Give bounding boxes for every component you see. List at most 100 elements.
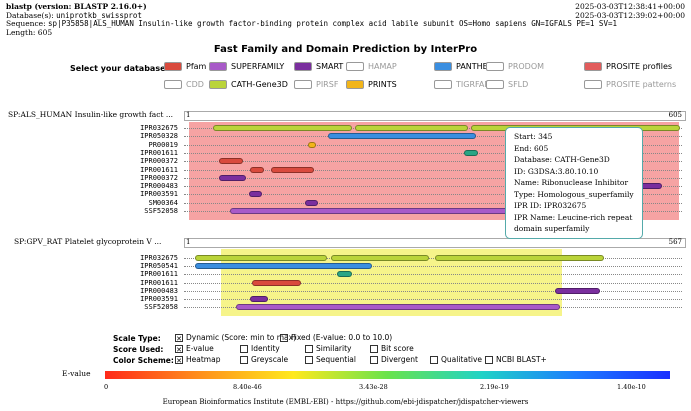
database-swatch[interactable] bbox=[584, 80, 602, 89]
database-option-panther[interactable]: PANTHER bbox=[434, 61, 493, 72]
database-swatch[interactable] bbox=[294, 80, 312, 89]
tooltip-database: Database: CATH-Gene3D bbox=[514, 155, 610, 164]
checkbox[interactable]: ✕ bbox=[175, 344, 183, 354]
domain-bar-ipr003591[interactable] bbox=[249, 191, 262, 198]
option-label: Fixed (E-value: 0.0 to 10.0) bbox=[291, 333, 393, 342]
database-option-superfamily[interactable]: SUPERFAMILY bbox=[209, 61, 284, 72]
database-option-prosite-profiles[interactable]: PROSITE profiles bbox=[584, 61, 672, 72]
checkbox[interactable]: ✕ bbox=[175, 355, 183, 365]
domain-row-track bbox=[184, 274, 682, 276]
panel2-ruler-start: 1 bbox=[186, 238, 191, 246]
tooltip-ipr-id: IPR ID: IPR032675 bbox=[514, 201, 587, 210]
database-swatch[interactable] bbox=[209, 62, 227, 71]
domain-bar-ipr050541[interactable] bbox=[195, 263, 372, 270]
domain-bar-ipr001611[interactable] bbox=[271, 166, 314, 173]
database-option-hamap[interactable]: HAMAP bbox=[346, 61, 397, 72]
database-swatch[interactable] bbox=[486, 80, 504, 89]
domain-bar-ipr032675[interactable] bbox=[213, 125, 352, 131]
color-option-divergent[interactable]: Divergent bbox=[370, 355, 418, 364]
panel2-sequence-name: SP:GPV_RAT Platelet glycoprotein V ... bbox=[14, 237, 162, 246]
checkbox[interactable] bbox=[240, 344, 248, 353]
domain-bar-ipr032675[interactable] bbox=[435, 255, 604, 261]
domain-bar-ipr032675[interactable] bbox=[331, 255, 429, 261]
database-swatch[interactable] bbox=[294, 62, 312, 71]
domain-bar-ipr001611[interactable] bbox=[250, 166, 264, 173]
database-option-prodom[interactable]: PRODOM bbox=[486, 61, 544, 72]
database-swatch[interactable] bbox=[164, 62, 182, 71]
page-title: Fast Family and Domain Prediction by Int… bbox=[213, 44, 478, 55]
score-option-e-value[interactable]: ✕ E-value bbox=[175, 344, 214, 354]
database-option-tigrfams[interactable]: TIGRFAMs bbox=[434, 79, 495, 90]
checkbox[interactable] bbox=[370, 355, 378, 364]
checkbox[interactable] bbox=[430, 355, 438, 364]
database-swatch[interactable] bbox=[584, 62, 602, 71]
database-option-cdd[interactable]: CDD bbox=[164, 79, 204, 90]
domain-row-track bbox=[184, 194, 682, 196]
database-option-pfam[interactable]: Pfam bbox=[164, 61, 206, 72]
domain-row-track bbox=[184, 258, 682, 259]
database-option-smart[interactable]: SMART bbox=[294, 61, 343, 72]
database-line: Database(s): uniprotkb_swissprot bbox=[6, 11, 142, 20]
database-swatch[interactable] bbox=[346, 80, 364, 89]
domain-row-track bbox=[184, 144, 682, 146]
domain-bar-pr00019[interactable] bbox=[308, 141, 316, 148]
domain-bar-ipr003591[interactable] bbox=[250, 296, 268, 302]
database-swatch[interactable] bbox=[434, 80, 452, 89]
domain-row-label: SM00364 bbox=[148, 198, 178, 207]
domain-bar-ipr050328[interactable] bbox=[328, 133, 476, 140]
database-swatch[interactable] bbox=[434, 62, 452, 71]
timestamp-start: 2025-03-03T12:38:41+00:00 bbox=[575, 2, 685, 11]
domain-bar-ipr000372[interactable] bbox=[219, 174, 246, 181]
option-label: Qualitative bbox=[441, 355, 483, 364]
checkbox[interactable] bbox=[305, 355, 313, 364]
scale-option-fixed-e-value-0-0-to-10-0[interactable]: Fixed (E-value: 0.0 to 10.0) bbox=[280, 333, 392, 342]
domain-row-track bbox=[184, 161, 682, 163]
database-swatch[interactable] bbox=[209, 80, 227, 89]
domain-row-track bbox=[184, 290, 682, 292]
domain-bar-sm00364[interactable] bbox=[305, 199, 318, 206]
domain-bar-ipr001611[interactable] bbox=[464, 149, 478, 156]
program-version: blastp (version: BLASTP 2.16.0+) bbox=[6, 2, 147, 11]
score-option-bit-score[interactable]: Bit score bbox=[370, 344, 414, 353]
domain-row-label: IPR000483 bbox=[140, 286, 178, 295]
database-option-prints[interactable]: PRINTS bbox=[346, 79, 397, 90]
checkbox[interactable] bbox=[305, 344, 313, 353]
domain-bar-ipr000372[interactable] bbox=[219, 158, 243, 165]
database-option-prosite-patterns[interactable]: PROSITE patterns bbox=[584, 79, 676, 90]
database-label: HAMAP bbox=[368, 62, 397, 71]
checkbox[interactable] bbox=[280, 333, 288, 342]
domain-bar-ipr001611[interactable] bbox=[252, 279, 301, 286]
tooltip-id: ID: G3DSA:3.80.10.10 bbox=[514, 166, 599, 176]
color-option-greyscale[interactable]: Greyscale bbox=[240, 355, 288, 364]
database-option-cath-gene3d[interactable]: CATH-Gene3D bbox=[209, 79, 288, 90]
footer-credit: European Bioinformatics Institute (EMBL-… bbox=[162, 398, 529, 406]
option-label: NCBI BLAST+ bbox=[496, 355, 547, 364]
domain-bar-ipr032675[interactable] bbox=[195, 255, 327, 261]
color-option-qualitative[interactable]: Qualitative bbox=[430, 355, 482, 364]
score-option-identity[interactable]: Identity bbox=[240, 344, 280, 353]
domain-bar-ssf52058[interactable] bbox=[236, 304, 560, 311]
domain-bar-ipr001611[interactable] bbox=[337, 271, 352, 278]
gradient-label: E-value bbox=[62, 369, 91, 378]
checkbox[interactable] bbox=[240, 355, 248, 364]
database-swatch[interactable] bbox=[346, 62, 364, 71]
checkbox[interactable] bbox=[370, 344, 378, 353]
color-option-sequential[interactable]: Sequential bbox=[305, 355, 356, 364]
checkbox[interactable]: ✕ bbox=[175, 333, 183, 343]
database-option-sfld[interactable]: SFLD bbox=[486, 79, 528, 90]
option-label: Sequential bbox=[316, 355, 356, 364]
checkbox[interactable] bbox=[485, 355, 493, 364]
panel1-sequence-name: SP:ALS_HUMAN Insulin-like growth fact ..… bbox=[8, 110, 173, 119]
scale-option-dynamic-score-min-to-max[interactable]: ✕ Dynamic (Score: min to max) bbox=[175, 333, 296, 343]
color-option-ncbi-blast[interactable]: NCBI BLAST+ bbox=[485, 355, 547, 364]
panel2-ruler-end: 567 bbox=[668, 238, 682, 246]
database-swatch[interactable] bbox=[164, 80, 182, 89]
database-option-pirsf[interactable]: PIRSF bbox=[294, 79, 338, 90]
database-swatch[interactable] bbox=[486, 62, 504, 71]
domain-row-label: SSF52058 bbox=[144, 303, 178, 312]
domain-bar-ipr032675[interactable] bbox=[355, 125, 468, 131]
color-option-heatmap[interactable]: ✕ Heatmap bbox=[175, 355, 220, 365]
database-label: PANTHER bbox=[456, 62, 494, 71]
domain-bar-ipr000483[interactable] bbox=[555, 287, 600, 294]
score-option-similarity[interactable]: Similarity bbox=[305, 344, 351, 353]
